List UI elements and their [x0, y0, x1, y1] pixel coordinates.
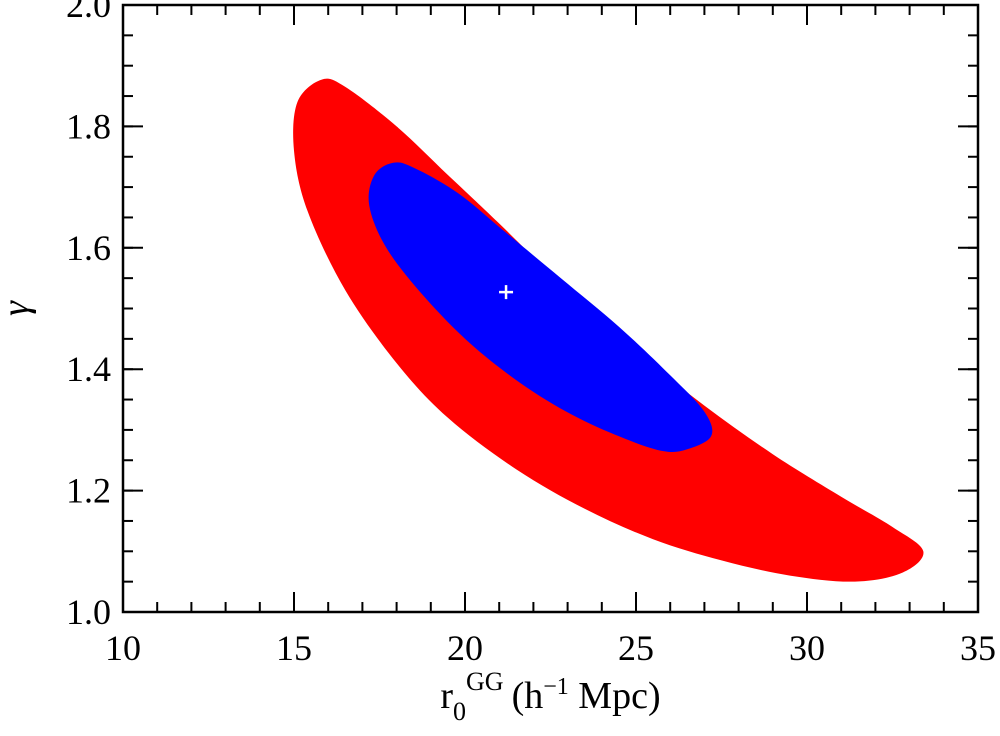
x-axis-title-base: r — [440, 675, 453, 717]
y-tick-label: 2.0 — [66, 0, 111, 25]
x-tick-label: 15 — [276, 628, 312, 668]
ticks-layer — [122, 4, 979, 613]
x-axis-title-unit-open: (h — [512, 675, 544, 717]
y-tick-label: 1.8 — [66, 106, 111, 146]
contours-layer — [293, 78, 924, 582]
x-axis-title: r0GG (h−1 Mpc) — [440, 667, 660, 726]
y-axis-title: γ — [0, 300, 37, 316]
best-fit-marker — [499, 285, 514, 300]
x-tick-label: 30 — [789, 628, 825, 668]
best-fit-layer — [499, 285, 514, 300]
x-axis-title-subscript: 0 — [453, 697, 466, 726]
x-tick-label: 10 — [105, 628, 141, 668]
x-axis-title-unit-exponent: −1 — [543, 674, 569, 700]
tick-labels-layer: 10 15 20 25 30 35 1.0 1.2 1.4 1.6 1.8 2.0 — [66, 0, 996, 668]
x-tick-label: 35 — [960, 628, 996, 668]
y-tick-label: 1.4 — [66, 349, 111, 389]
y-tick-label: 1.6 — [66, 228, 111, 268]
y-tick-label: 1.0 — [66, 592, 111, 632]
y-tick-label: 1.2 — [66, 471, 111, 511]
x-axis-title-unit-close: Mpc) — [569, 675, 661, 717]
x-tick-label: 20 — [447, 628, 483, 668]
x-tick-label: 25 — [618, 628, 654, 668]
contour-inner — [368, 162, 713, 453]
x-axis-title-superscript: GG — [466, 667, 504, 696]
